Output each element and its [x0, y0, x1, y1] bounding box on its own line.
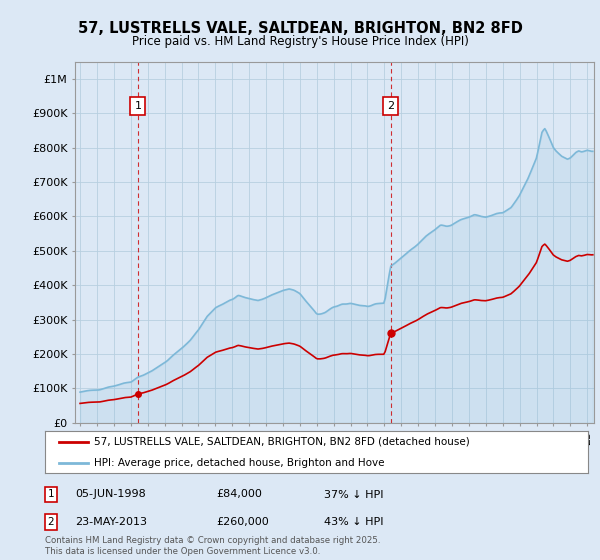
Text: £260,000: £260,000 [216, 517, 269, 527]
Text: 1: 1 [47, 489, 55, 500]
Text: 2: 2 [387, 101, 394, 111]
Text: 23-MAY-2013: 23-MAY-2013 [75, 517, 147, 527]
Text: 1: 1 [134, 101, 142, 111]
Text: £84,000: £84,000 [216, 489, 262, 500]
Text: 43% ↓ HPI: 43% ↓ HPI [324, 517, 383, 527]
Text: 57, LUSTRELLS VALE, SALTDEAN, BRIGHTON, BN2 8FD (detached house): 57, LUSTRELLS VALE, SALTDEAN, BRIGHTON, … [94, 437, 470, 447]
Text: 05-JUN-1998: 05-JUN-1998 [75, 489, 146, 500]
Text: 37% ↓ HPI: 37% ↓ HPI [324, 489, 383, 500]
Text: Contains HM Land Registry data © Crown copyright and database right 2025.
This d: Contains HM Land Registry data © Crown c… [45, 536, 380, 556]
Text: HPI: Average price, detached house, Brighton and Hove: HPI: Average price, detached house, Brig… [94, 458, 385, 468]
Text: Price paid vs. HM Land Registry's House Price Index (HPI): Price paid vs. HM Land Registry's House … [131, 35, 469, 48]
Text: 57, LUSTRELLS VALE, SALTDEAN, BRIGHTON, BN2 8FD: 57, LUSTRELLS VALE, SALTDEAN, BRIGHTON, … [77, 21, 523, 36]
Text: 2: 2 [47, 517, 55, 527]
